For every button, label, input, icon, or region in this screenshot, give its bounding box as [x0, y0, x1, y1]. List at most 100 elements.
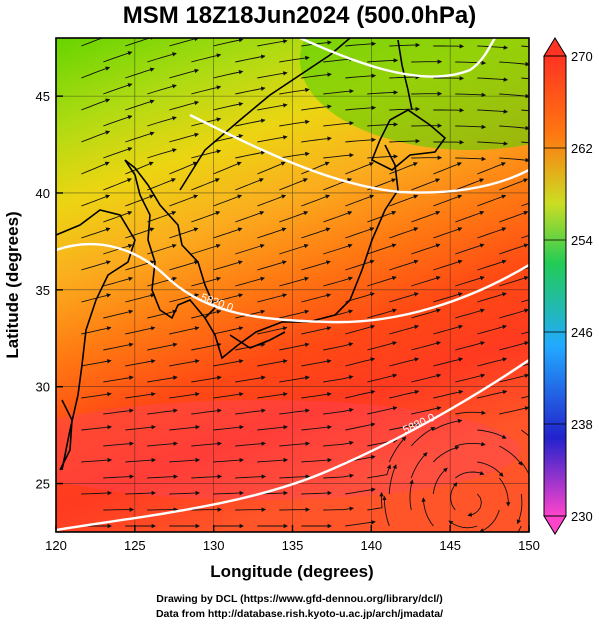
streamline: [169, 359, 200, 367]
streamline: [455, 243, 485, 255]
colorbar-body: [543, 55, 567, 517]
streamline: [345, 259, 375, 271]
streamline: [213, 424, 244, 431]
streamline: [169, 132, 200, 143]
streamline: [421, 497, 434, 527]
streamline: [389, 259, 419, 271]
streamline: [367, 491, 384, 511]
streamline: [235, 474, 267, 479]
streamline: [125, 131, 155, 143]
streamline: [235, 408, 266, 415]
lat-tick-label: 30: [36, 380, 50, 395]
streamline: [345, 357, 376, 367]
streamline: [191, 243, 221, 255]
streamline: [257, 293, 288, 303]
streamline: [103, 375, 134, 383]
streamline: [301, 391, 332, 399]
streamline: [103, 243, 133, 255]
streamline: [147, 84, 177, 95]
streamline: [498, 477, 511, 507]
streamline: [81, 194, 111, 207]
streamline: [213, 133, 244, 143]
coastlines: [56, 38, 447, 471]
streamline: [191, 342, 222, 351]
streamline: [191, 309, 222, 319]
streamline: [147, 507, 179, 512]
streamline: [125, 457, 157, 463]
streamline: [235, 54, 266, 63]
lat-tick-label: 45: [36, 89, 50, 104]
streamline: [301, 161, 330, 175]
colorbar-top-arrow: [543, 37, 567, 57]
streamline: [147, 148, 177, 159]
streamline: [477, 292, 507, 303]
streamline: [389, 292, 419, 303]
streamline: [103, 115, 133, 127]
streamline: [433, 259, 463, 271]
colorbar-tick-label: 254: [571, 233, 593, 248]
streamline: [257, 457, 289, 463]
colorbar-bottom-arrow: [543, 515, 567, 535]
streamline: [213, 227, 243, 239]
streamline: [81, 457, 113, 463]
streamline: [411, 308, 441, 319]
streamline: [367, 341, 398, 351]
streamline: [477, 429, 507, 439]
streamline: [279, 375, 310, 383]
streamline: [125, 490, 157, 496]
streamline: [147, 342, 178, 351]
streamline: [279, 119, 310, 127]
streamline: [455, 341, 486, 351]
streamline: [103, 342, 134, 351]
streamline: [477, 77, 509, 82]
colorbar-ticks: 270 262 254 246 238 230: [544, 49, 593, 524]
streamline: [147, 309, 178, 319]
latitude-ticks: 25 30 35 40 45: [36, 89, 63, 492]
streamline: [81, 391, 112, 399]
streamline: [279, 87, 310, 95]
streamline: [499, 445, 523, 466]
streamline: [235, 118, 266, 127]
streamline: [411, 276, 441, 287]
streamline: [147, 408, 178, 415]
streamline: [521, 141, 529, 144]
streamline: [411, 178, 441, 191]
streamline: [345, 162, 374, 175]
streamline: [81, 130, 111, 143]
streamline: [345, 227, 375, 239]
streamline: [169, 490, 201, 496]
streamline: [213, 38, 244, 47]
streamline: [411, 373, 442, 383]
height-contours: [56, 38, 529, 532]
streamline: [81, 490, 113, 496]
streamline: [367, 308, 397, 319]
streamline: [323, 56, 354, 63]
streamline: [213, 326, 244, 335]
streamline: [477, 389, 508, 399]
streamline: [517, 525, 522, 532]
streamline: [389, 227, 419, 239]
streamline: [213, 260, 243, 271]
streamline: [521, 234, 529, 239]
streamline: [409, 479, 414, 511]
streamline: [257, 161, 286, 175]
streamline: [257, 359, 288, 367]
streamline: [323, 243, 353, 255]
streamline: [279, 507, 311, 512]
streamline: [433, 292, 463, 303]
streamline: [388, 436, 407, 463]
streamline: [235, 507, 267, 512]
streamline: [81, 424, 112, 431]
streamline: [345, 41, 377, 47]
streamline: [257, 260, 287, 271]
streamline: [103, 147, 133, 159]
streamline: [499, 373, 529, 383]
streamline: [499, 406, 529, 415]
streamline: [499, 243, 529, 255]
streamline: [257, 71, 288, 79]
streamline: [467, 493, 482, 517]
streamline: [433, 357, 464, 367]
streamline: [147, 441, 178, 447]
streamline: [323, 473, 354, 479]
streamline: [410, 426, 436, 447]
